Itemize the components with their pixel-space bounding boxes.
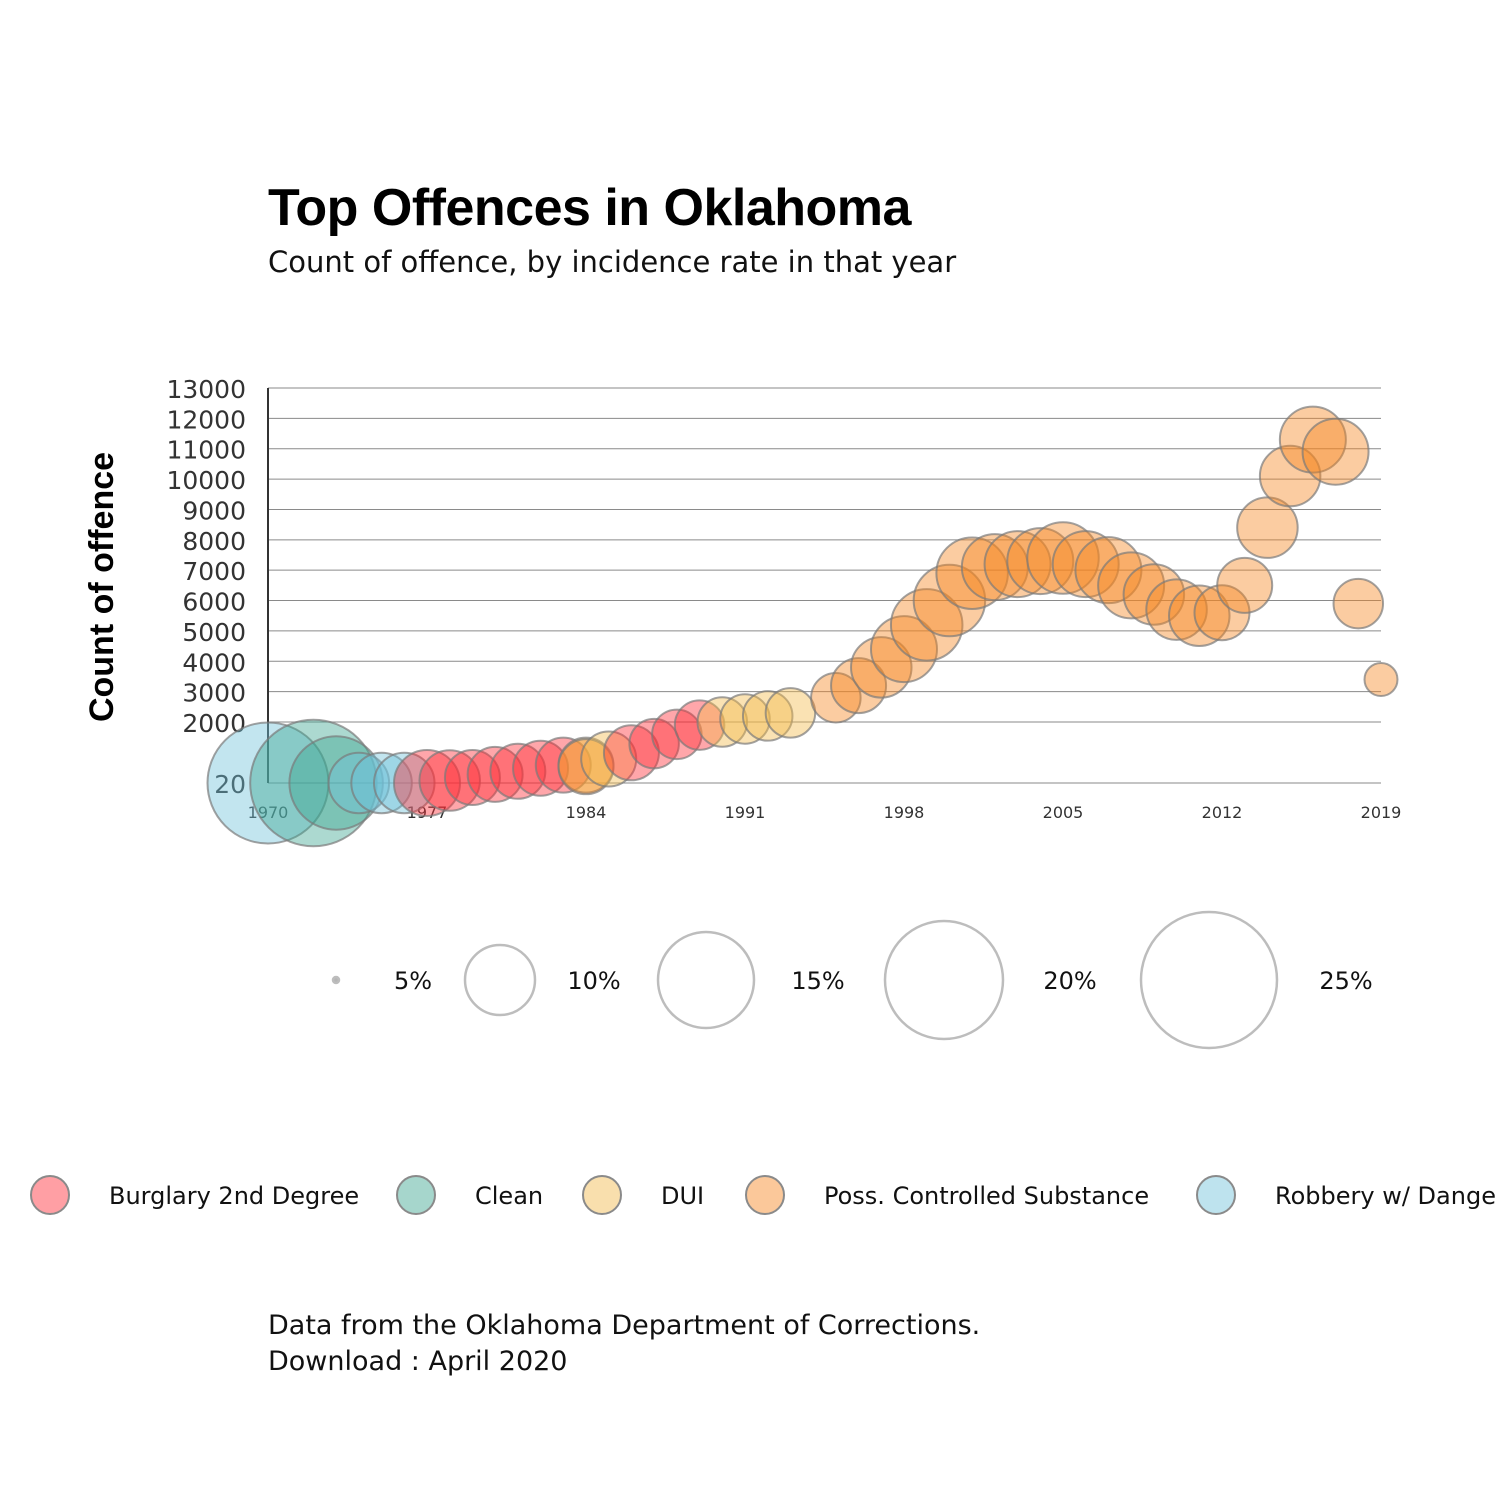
y-axis-ticks: 2020003000400050006000700080009000100001… (166, 375, 246, 799)
legend-label: DUI (661, 1182, 704, 1210)
bubble-point (512, 739, 570, 797)
x-tick-label: 1970 (248, 803, 289, 822)
bubble-point (1168, 584, 1231, 647)
legend-label: Poss. Controlled Substance (824, 1182, 1149, 1210)
footer-download: Download : April 2020 (268, 1346, 568, 1377)
legend-swatch (745, 1175, 785, 1215)
size-legend-label: 10% (567, 967, 620, 995)
x-axis-ticks: 1970 1977 1984 1991 1998 2005 2012 2019 (248, 803, 1402, 822)
y-tick-label: 7000 (182, 557, 246, 586)
color-legend: Burglary 2nd Degree Clean DUI Poss. Control… (30, 1175, 1496, 1215)
bubble-point (1363, 661, 1399, 697)
y-tick-label: 10000 (166, 466, 246, 495)
y-tick-label: 6000 (182, 588, 246, 617)
legend-swatch (396, 1175, 436, 1215)
x-tick-label: 2005 (1043, 803, 1084, 822)
bubble-point (1006, 527, 1075, 596)
legend-swatch (30, 1175, 70, 1215)
y-tick-label: 20 (214, 770, 246, 799)
bubble-point (1301, 417, 1370, 486)
y-tick-label: 4000 (182, 648, 246, 677)
size-legend-label: 25% (1319, 967, 1372, 995)
bubble-point (249, 718, 378, 848)
bubble-point (935, 536, 1009, 610)
y-tick-label: 13000 (166, 375, 246, 404)
y-tick-label: 3000 (182, 679, 246, 708)
bubble-point (1278, 405, 1347, 474)
legend-swatch (1196, 1175, 1236, 1215)
size-legend-label: 5% (394, 967, 432, 995)
bubble-point (557, 738, 615, 796)
bubble-point (1026, 521, 1100, 595)
bubble-point (673, 699, 726, 751)
bubble-point (288, 735, 384, 831)
grid-lines (268, 387, 1381, 784)
y-tick-label: 12000 (166, 405, 246, 434)
bubble-point (830, 657, 888, 715)
bubble-point (889, 588, 964, 662)
size-legend-circle (331, 975, 341, 985)
bubble-point (418, 749, 481, 812)
y-axis-label: Count of offence (83, 452, 121, 722)
x-tick-label: 2012 (1202, 803, 1243, 822)
size-legend-label: 15% (791, 967, 844, 995)
size-legend-circle (656, 930, 756, 1030)
x-tick-label: 1998 (884, 803, 925, 822)
y-tick-label: 2000 (182, 709, 246, 738)
bubble-point (870, 615, 938, 684)
bubble-point (1216, 556, 1274, 614)
bubble-point (719, 693, 771, 745)
x-tick-label: 1984 (566, 803, 607, 822)
legend-swatch (582, 1175, 622, 1215)
bubble-point (741, 690, 794, 742)
y-tick-label: 5000 (182, 618, 246, 647)
size-legend: 5% 10% 15% 20% 25% (331, 910, 1373, 1050)
x-tick-label: 2019 (1361, 803, 1402, 822)
legend-label: Robbery w/ Dange (1275, 1182, 1496, 1210)
y-tick-label: 9000 (182, 496, 246, 525)
footer-source: Data from the Oklahoma Department of Cor… (268, 1310, 981, 1341)
y-tick-label: 11000 (166, 436, 246, 465)
bubble-point (466, 745, 524, 803)
bubble-point (764, 687, 817, 739)
y-tick-label: 8000 (182, 527, 246, 556)
chart-title: Top Offences in Oklahoma (268, 179, 911, 237)
size-legend-label: 20% (1043, 967, 1096, 995)
size-legend-circle (463, 943, 537, 1017)
chart-subtitle: Count of offence, by incidence rate in t… (268, 245, 957, 279)
bubble-point (580, 730, 638, 788)
bubble-point (489, 742, 547, 800)
bubble-point (850, 636, 913, 699)
legend-label: Burglary 2nd Degree (109, 1182, 359, 1210)
size-legend-circle (883, 919, 1005, 1041)
bubble-point (534, 736, 592, 794)
size-legend-circle (1139, 910, 1279, 1050)
bubble-point (327, 751, 391, 815)
bubble-point (696, 696, 749, 748)
bubble-point (373, 751, 436, 815)
bubble-point (1051, 530, 1120, 599)
x-tick-label: 1991 (725, 803, 766, 822)
bubble-point (1145, 578, 1208, 641)
bubble-point (1332, 577, 1385, 630)
bubble-point (443, 748, 501, 806)
legend-label: Clean (475, 1182, 543, 1210)
bubble-point (393, 749, 461, 817)
bubble-point (1258, 444, 1322, 508)
bubble-layer (206, 405, 1399, 848)
